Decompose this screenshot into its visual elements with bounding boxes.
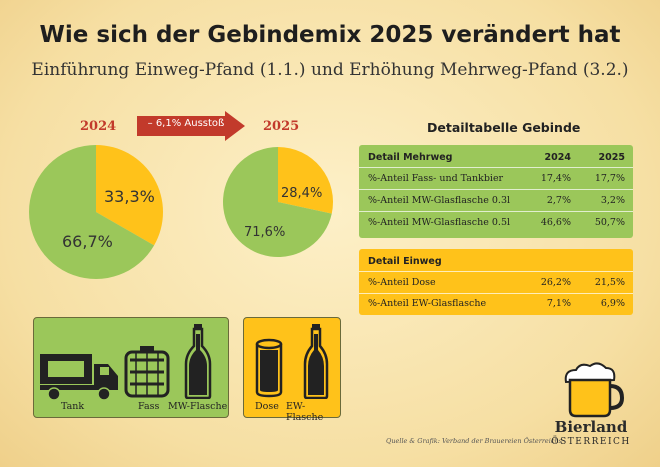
table-cell: 26,2% (540, 277, 571, 288)
table-cell: %-Anteil MW-Glasflasche 0.5l (368, 217, 511, 228)
detail-table-title: Detailtabelle Gebinde (427, 120, 581, 135)
keg-icon (124, 346, 170, 398)
legend-label-fass: Fass (138, 401, 160, 412)
table-cell: 21,5% (594, 277, 625, 288)
row-divider (359, 211, 633, 212)
page-subtitle: Einführung Einweg-Pfand (1.1.) und Erhöh… (31, 60, 629, 80)
table-cell: 2025 (598, 152, 625, 163)
pie-slice-0 (96, 145, 163, 246)
legend-label-mw-flasche: MW-Flasche (168, 401, 228, 412)
table-cell: 6,9% (600, 298, 625, 309)
table-cell: %-Anteil MW-Glasflasche 0.3l (368, 195, 511, 206)
pie-slice-0 (278, 147, 333, 214)
table-cell: 17,4% (540, 173, 571, 184)
legend-label-tank: Tank (61, 401, 85, 412)
legend-label-ew-flasche: EW-Flasche (286, 401, 324, 423)
truck-icon (40, 354, 118, 401)
pie-chart-2025 (223, 147, 333, 257)
table-cell: 2024 (544, 152, 571, 163)
table-einweg: Detail Einweg %-Anteil Dose 26,2% 21,5% … (359, 249, 633, 315)
row-divider (359, 293, 633, 294)
pie-chart-2024 (28, 145, 163, 279)
table-cell: 7,1% (546, 298, 571, 309)
page-title: Wie sich der Gebindemix 2025 verändert h… (39, 22, 621, 48)
pie-2024-label-mehrweg: 66,7% (62, 232, 113, 251)
einweg-legend-box: Dose EW-Flasche (243, 317, 341, 423)
table-cell: Detail Mehrweg (368, 152, 453, 163)
table-cell: %-Anteil EW-Glasflasche (368, 298, 487, 309)
logo-subline: ÖSTERREICH (551, 437, 631, 447)
row-divider (359, 189, 633, 190)
table-cell: %-Anteil Fass- und Tankbier (368, 173, 504, 184)
table-cell: 17,7% (594, 173, 625, 184)
table-cell: 2,7% (546, 195, 571, 206)
pie-slice-1 (28, 145, 155, 279)
legend-label-dose: Dose (255, 401, 279, 412)
table-cell: 50,7% (594, 217, 625, 228)
decline-arrow (137, 111, 245, 141)
pie-2025-label-einweg: 28,4% (281, 186, 323, 201)
row-divider (359, 271, 633, 272)
can-icon (255, 338, 283, 398)
table-cell: 46,6% (540, 217, 571, 228)
table-mehrweg: Detail Mehrweg 2024 2025 %-Anteil Fass- … (359, 145, 633, 238)
source-note: Quelle & Grafik: Verband der Brauereien … (386, 437, 563, 445)
pie-2025-label-mehrweg: 71,6% (244, 225, 286, 240)
logo-wordmark: Bierland (554, 418, 628, 436)
pie-2024-title: 2024 (80, 119, 117, 134)
table-cell: %-Anteil Dose (368, 277, 436, 288)
bierland-logo (564, 362, 625, 418)
decline-arrow-label: – 6,1% Ausstoß (147, 118, 225, 129)
table-cell: Detail Einweg (368, 256, 442, 267)
pie-slice-1 (223, 147, 332, 257)
pie-2024-label-einweg: 33,3% (104, 187, 155, 206)
table-cell: 3,2% (600, 195, 625, 206)
mehrweg-legend-box: Tank Fass MW-Flasche (33, 317, 229, 418)
row-divider (359, 167, 633, 168)
bottle-icon (184, 324, 212, 399)
pie-2025-title: 2025 (263, 119, 300, 134)
bottle-icon (303, 324, 329, 399)
